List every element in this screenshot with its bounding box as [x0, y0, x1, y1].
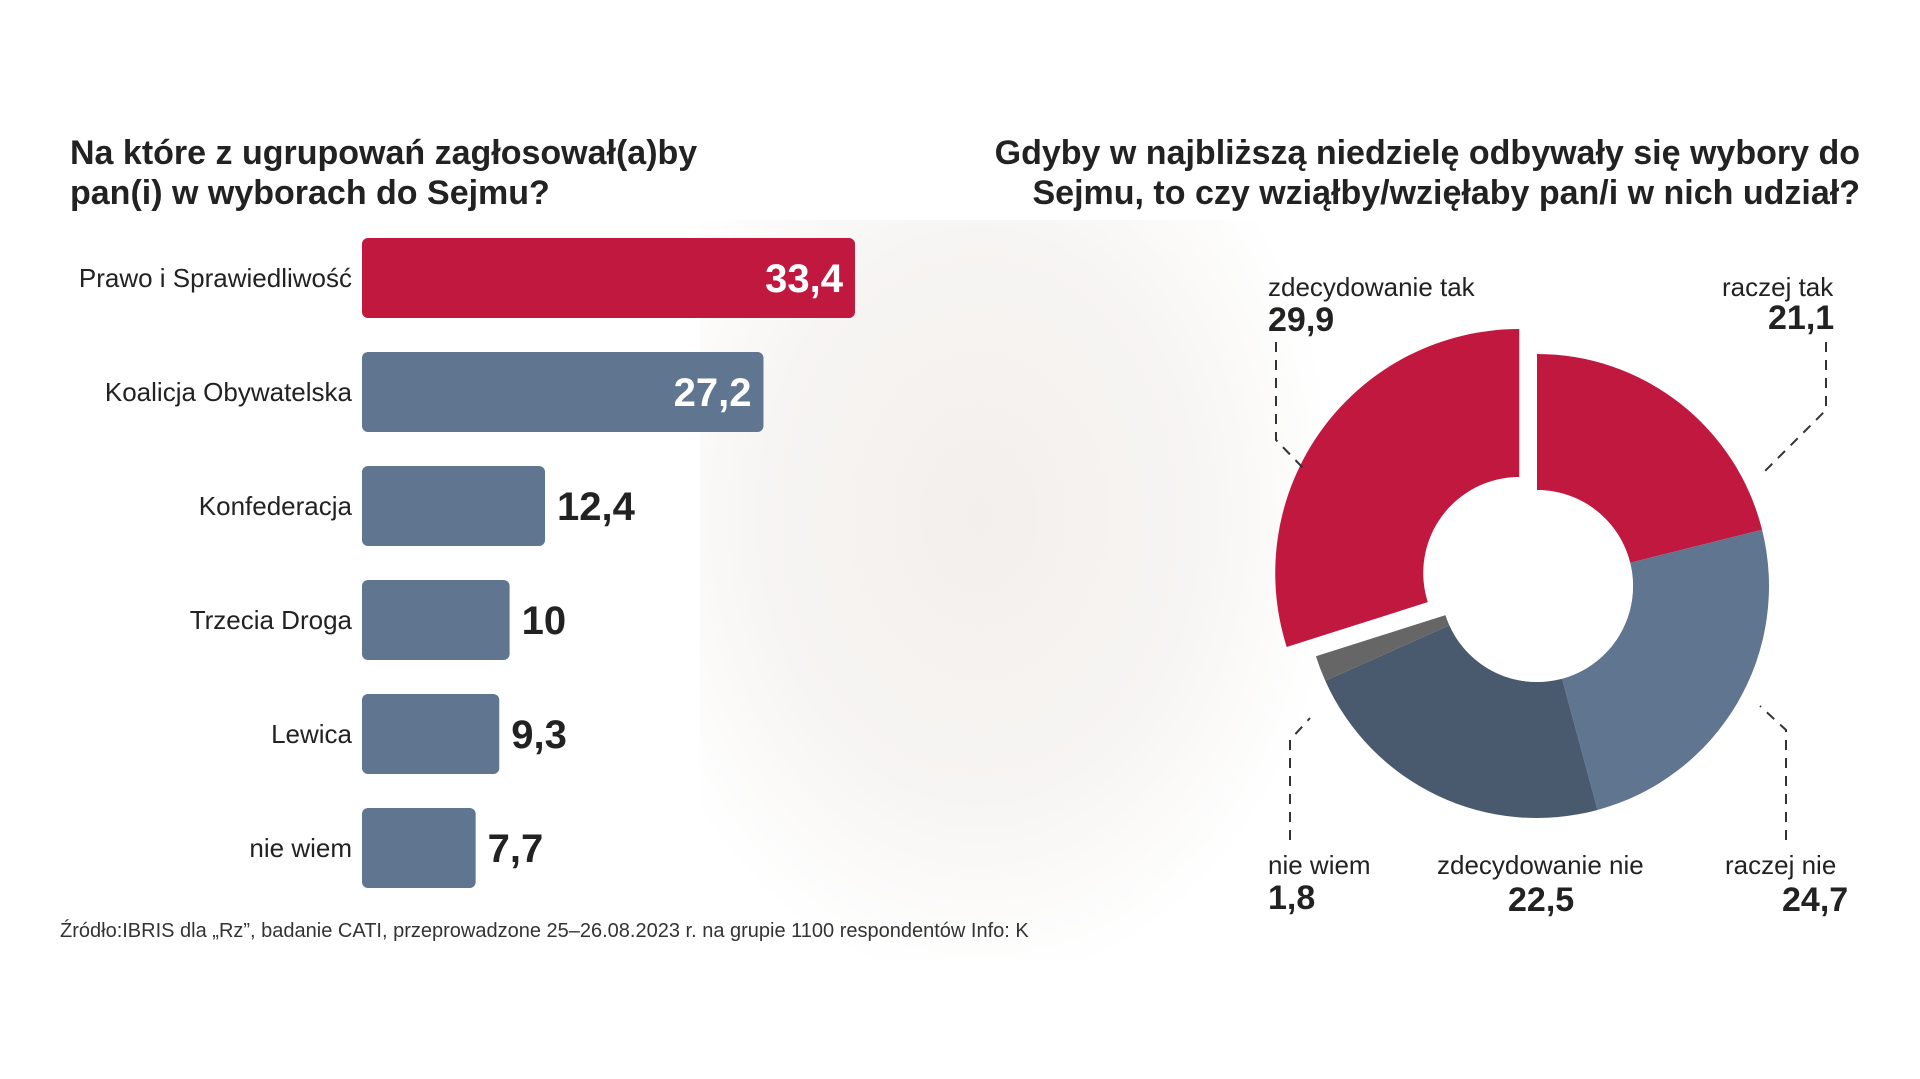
bar-category-label: Lewica: [271, 719, 352, 749]
donut-chart-title-line-1: Gdyby w najbliższą niedzielę odbywały si…: [994, 134, 1860, 172]
bar-category-label: Trzecia Droga: [190, 605, 353, 635]
donut-chart-title-line-2: Sejmu, to czy wziąłby/wzięłaby pan/i w n…: [1032, 174, 1860, 212]
leader-line: [1275, 342, 1306, 471]
donut-slice-raczej-tak: [1537, 354, 1763, 563]
bar-category-label: nie wiem: [249, 833, 352, 863]
donut-slice-raczej-nie: [1562, 529, 1769, 810]
bar-lewica: [362, 694, 500, 774]
leader-line: [1289, 717, 1311, 840]
donut-slice-zdecydowanie-tak: [1275, 329, 1520, 647]
bar-chart: Prawo i Sprawiedliwość 33,4 Koalicja Obywa…: [79, 238, 855, 888]
source-note: Źródło:IBRIS dla „Rz”, badanie CATI, prz…: [60, 920, 1029, 942]
donut-chart-title: Gdyby w najbliższą niedzielę odbywały si…: [980, 133, 1860, 213]
bar-value-label: 33,4: [765, 257, 844, 301]
leader-line: [1759, 342, 1827, 477]
bar-value-label: 10: [522, 599, 567, 643]
donut-label-zdecydowanie-tak: zdecydowanie tak: [1268, 272, 1475, 302]
bar-konfederacja: [362, 466, 546, 546]
bar-prawo-i-sprawiedliwo-: [362, 238, 855, 318]
bar-category-label: Prawo i Sprawiedliwość: [79, 263, 352, 293]
donut-label-raczej-nie: raczej nie: [1725, 850, 1837, 880]
donut-value-nie-wiem: 1,8: [1268, 879, 1316, 917]
bar-chart-title-line-1: Na które z ugrupowań zagłosował(a)by: [70, 134, 698, 172]
bar-chart-title: Na które z ugrupowań zagłosował(a)by pan…: [70, 133, 790, 213]
donut-label-raczej-tak: raczej tak: [1722, 272, 1834, 302]
bar-value-label: 7,7: [488, 827, 544, 871]
donut-label-nie-wiem: nie wiem: [1268, 850, 1371, 880]
donut-slice-zdecydowanie-nie: [1325, 625, 1598, 819]
bar-category-label: Konfederacja: [199, 491, 353, 521]
donut-value-raczej-nie: 24,7: [1782, 881, 1849, 919]
bar-category-label: Koalicja Obywatelska: [105, 377, 353, 407]
donut-slice-nie-wiem: [1315, 615, 1450, 681]
donut-hole: [1441, 490, 1633, 682]
bar-value-label: 9,3: [511, 713, 567, 757]
bar-value-label: 12,4: [557, 485, 636, 529]
bar-trzecia-droga: [362, 580, 510, 660]
background-photo: [700, 220, 1320, 960]
bar-nie-wiem: [362, 808, 476, 888]
bar-chart-title-line-2: pan(i) w wyborach do Sejmu?: [70, 174, 550, 212]
donut-label-zdecydowanie-nie: zdecydowanie nie: [1437, 850, 1644, 880]
bar-koalicja-obywatelska: [362, 352, 764, 432]
donut-value-raczej-tak: 21,1: [1768, 299, 1835, 337]
donut-value-zdecydowanie-tak: 29,9: [1268, 301, 1335, 339]
bar-value-label: 27,2: [674, 371, 752, 415]
leader-line: [1759, 705, 1787, 840]
donut-value-zdecydowanie-nie: 22,5: [1508, 881, 1575, 919]
